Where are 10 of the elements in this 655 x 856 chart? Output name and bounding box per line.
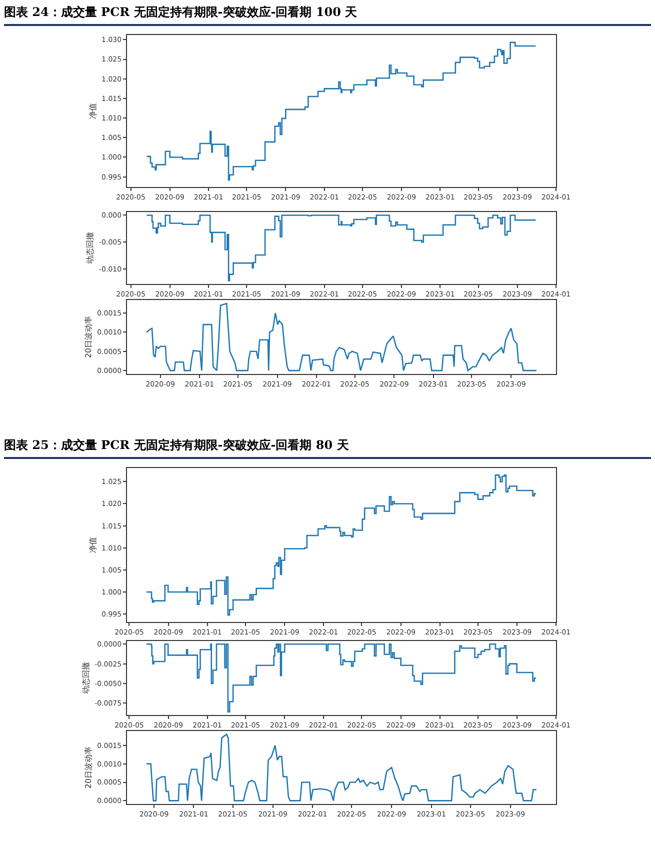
y-axis-title: 动态回撤 [86, 232, 95, 264]
y-axis-title: 动态回撤 [81, 662, 90, 694]
y-axis-title: 净值 [88, 103, 98, 119]
y-axis-title: 净值 [88, 537, 98, 553]
chart-title: 图表 24：成交量 PCR 无固定持有期限-突破效应-回看期 100 天 [4, 2, 651, 26]
line-series [146, 302, 538, 372]
chart-title: 图表 25：成交量 PCR 无固定持有期限-突破效应-回看期 80 天 [4, 435, 651, 459]
y-axis-title: 20日波动率 [84, 316, 93, 358]
line-series [146, 734, 538, 802]
y-axis-title: 20日波动率 [84, 746, 93, 789]
